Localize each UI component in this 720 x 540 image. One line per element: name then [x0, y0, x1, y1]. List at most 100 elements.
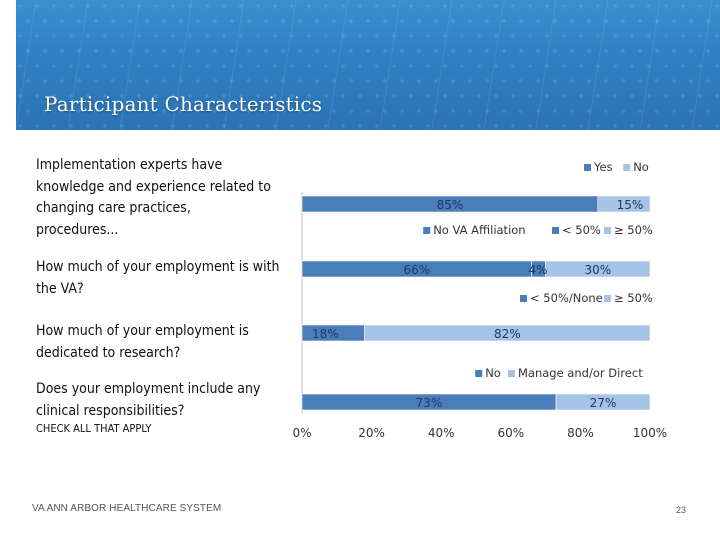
banner-star — [663, 63, 669, 69]
banner-star — [484, 18, 490, 24]
legend-swatch — [584, 164, 591, 171]
banner-star — [510, 3, 516, 9]
banner-star — [552, 48, 558, 54]
banner-star — [561, 93, 567, 99]
banner-star — [161, 48, 167, 54]
banner-star — [484, 108, 490, 114]
banner-star — [110, 18, 116, 24]
x-tick-label: 40% — [428, 426, 455, 440]
banner-star — [612, 3, 618, 9]
banner-star — [714, 63, 720, 69]
banner-star — [569, 78, 575, 84]
banner-star — [25, 48, 31, 54]
question-4: Does your employment include any clinica… — [36, 381, 261, 419]
banner-star — [671, 48, 677, 54]
legend-label: ≥ 50% — [614, 223, 653, 237]
banner-star — [544, 93, 550, 99]
banner-star — [204, 63, 210, 69]
banner-star — [697, 123, 703, 129]
banner-star — [76, 78, 82, 84]
banner-star — [187, 3, 193, 9]
banner-star — [314, 48, 320, 54]
banner-star — [212, 108, 218, 114]
banner-star — [646, 33, 652, 39]
banner-star — [42, 48, 48, 54]
banner-star — [340, 63, 346, 69]
banner-star — [714, 123, 720, 129]
banner-star — [450, 48, 456, 54]
banner-star — [433, 48, 439, 54]
bar-segment — [364, 324, 651, 342]
x-tick-label: 0% — [292, 426, 311, 440]
banner-star — [323, 93, 329, 99]
banner-star — [680, 3, 686, 9]
banner-star — [476, 93, 482, 99]
legend-label: < 50%/None — [530, 291, 603, 305]
banner-star — [544, 123, 550, 129]
banner-star — [17, 33, 23, 39]
x-tick-label: 60% — [497, 426, 524, 440]
banner-star — [671, 18, 677, 24]
banner-star — [17, 3, 23, 9]
banner-star — [68, 63, 74, 69]
banner-star — [442, 63, 448, 69]
banner-star — [59, 78, 65, 84]
banner-star — [331, 18, 337, 24]
banner-star — [663, 123, 669, 129]
slide-left-margin — [0, 0, 16, 130]
banner-star — [527, 123, 533, 129]
question-3: How much of your employment is dedicated… — [36, 323, 249, 361]
legend-swatch — [475, 370, 483, 377]
banner-star — [59, 108, 65, 114]
banner-star — [578, 33, 584, 39]
banner-star — [297, 108, 303, 114]
banner-star — [569, 48, 575, 54]
banner-star — [535, 48, 541, 54]
banner-star — [365, 78, 371, 84]
banner-star — [272, 123, 278, 129]
banner-star — [518, 78, 524, 84]
legend: Yes No — [584, 160, 649, 174]
x-tick-label: 20% — [358, 426, 385, 440]
banner-star — [697, 93, 703, 99]
banner-star — [416, 108, 422, 114]
banner-star — [170, 93, 176, 99]
banner-star — [357, 93, 363, 99]
banner-star — [365, 108, 371, 114]
banner-star — [637, 78, 643, 84]
banner-star — [680, 123, 686, 129]
banner-star — [374, 123, 380, 129]
banner-star — [697, 33, 703, 39]
banner-streak — [535, 0, 557, 130]
banner-star — [306, 33, 312, 39]
banner-star — [212, 78, 218, 84]
banner-star — [697, 3, 703, 9]
data-label: 18% — [312, 327, 339, 341]
banner-star — [578, 63, 584, 69]
banner-star — [187, 63, 193, 69]
banner-star — [25, 78, 31, 84]
banner-star — [408, 93, 414, 99]
banner-star — [561, 123, 567, 129]
banner-star — [255, 33, 261, 39]
banner-star — [136, 3, 142, 9]
banner-star — [476, 33, 482, 39]
banner-star — [391, 3, 397, 9]
legend: No VA Affiliation < 50% ≥ 50% — [423, 223, 653, 237]
banner-star — [178, 18, 184, 24]
banner-star — [204, 33, 210, 39]
banner-star — [408, 63, 414, 69]
banner-star — [187, 33, 193, 39]
banner-star — [671, 78, 677, 84]
banner-star — [493, 63, 499, 69]
banner-star — [34, 3, 40, 9]
legend-swatch — [604, 295, 611, 302]
banner-star — [459, 63, 465, 69]
banner-star — [85, 93, 91, 99]
banner-star — [518, 18, 524, 24]
banner-star — [204, 3, 210, 9]
banner-star — [348, 108, 354, 114]
banner-star — [340, 93, 346, 99]
banner-star — [42, 108, 48, 114]
banner-star — [102, 33, 108, 39]
